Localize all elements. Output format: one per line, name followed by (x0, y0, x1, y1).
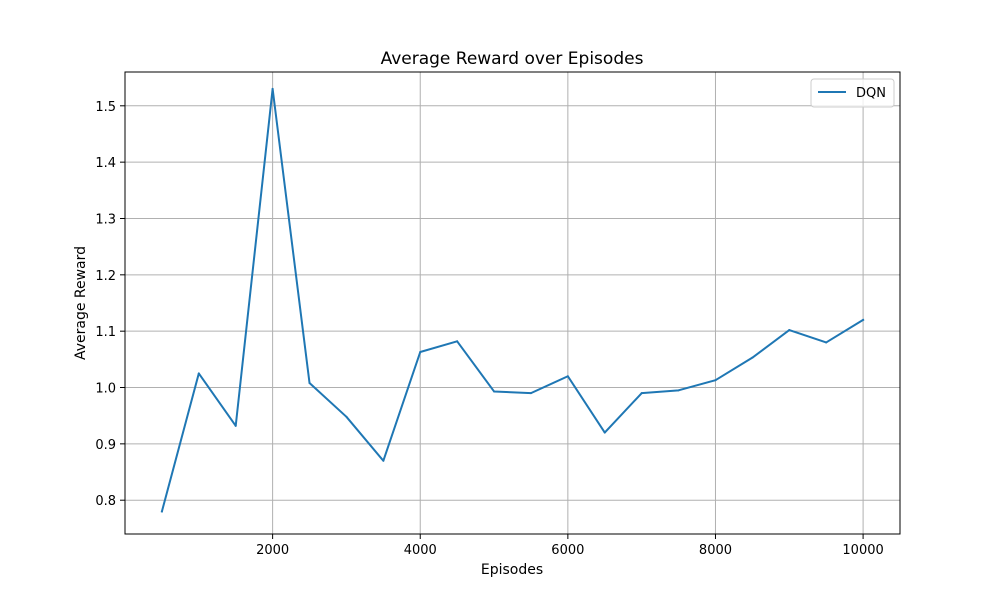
plot-area-frame (124, 71, 901, 535)
data-point (419, 351, 422, 354)
y-tick-label: 0.8 (95, 494, 116, 509)
y-tick-label: 1.1 (95, 325, 116, 340)
data-point (456, 340, 459, 343)
data-point (493, 390, 496, 393)
y-tick-label: 1.5 (95, 100, 116, 115)
data-point (197, 372, 200, 375)
series-line-dqn (160, 87, 865, 513)
y-axis-label: Average Reward (73, 246, 89, 360)
data-point (160, 510, 163, 513)
data-point (677, 389, 680, 392)
data-point (751, 356, 754, 359)
data-point (529, 392, 532, 395)
x-tick-label: 8000 (699, 543, 732, 558)
y-tick-label: 0.9 (95, 438, 116, 453)
legend-label-dqn: DQN (856, 86, 886, 101)
data-point (566, 375, 569, 378)
data-point (382, 459, 385, 462)
data-point (825, 341, 828, 344)
legend-box (810, 78, 895, 108)
data-point (345, 415, 348, 418)
y-tick-label: 1.0 (95, 382, 116, 397)
axis-ticks: 2000 4000 6000 8000 10000 0.8 0.9 1.0 1.1 1.2 1.3 1… (95, 100, 883, 558)
data-point (603, 431, 606, 434)
data-point (788, 329, 791, 332)
data-point (640, 392, 643, 395)
y-tick-label: 1.3 (95, 212, 116, 227)
data-point (271, 87, 274, 90)
grid-lines (125, 72, 900, 534)
chart-title: Average Reward over Episodes (381, 49, 644, 69)
x-tick-label: 10000 (842, 543, 883, 558)
y-tick-label: 1.4 (95, 156, 116, 171)
data-point (714, 379, 717, 382)
x-axis-label: Episodes (481, 562, 543, 578)
data-series-layer (160, 87, 865, 513)
x-tick-label: 2000 (256, 543, 289, 558)
data-point (862, 318, 865, 321)
x-tick-label: 6000 (551, 543, 584, 558)
data-point (308, 382, 311, 385)
x-tick-label: 4000 (404, 543, 437, 558)
y-tick-label: 1.2 (95, 269, 116, 284)
data-point (234, 424, 237, 427)
legend: DQN (810, 78, 895, 108)
